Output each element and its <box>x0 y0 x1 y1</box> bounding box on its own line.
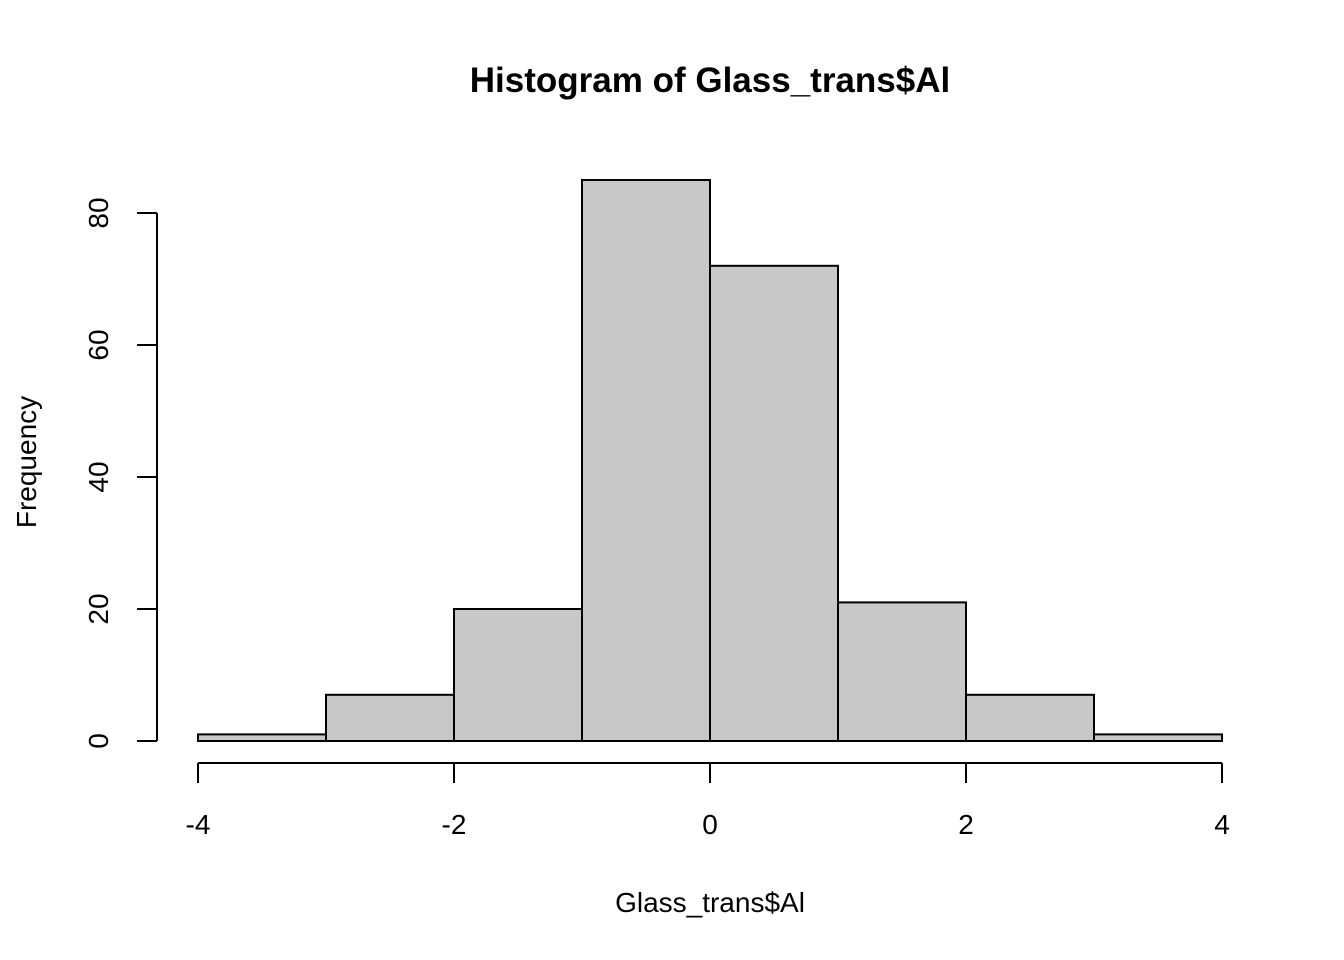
histogram-bar-0 <box>197 733 327 743</box>
y-tick-label-3: 60 <box>83 329 114 360</box>
x-tick-label-3: 2 <box>958 809 974 840</box>
x-tick-label-4: 4 <box>1214 809 1230 840</box>
histogram-bar-1 <box>325 693 455 742</box>
y-axis-label: Frequency <box>11 396 42 528</box>
x-axis-label: Glass_trans$Al <box>615 887 805 918</box>
histogram-bar-6 <box>965 693 1095 742</box>
y-tick-label-2: 40 <box>83 461 114 492</box>
chart-title: Histogram of Glass_trans$Al <box>470 61 950 100</box>
x-axis: -4 -2 0 2 4 <box>186 762 1230 840</box>
y-axis: 0 20 40 60 80 <box>83 197 158 749</box>
x-tick-label-1: -2 <box>442 809 467 840</box>
bars-group <box>197 179 1223 743</box>
x-tick-label-2: 0 <box>702 809 718 840</box>
histogram-bar-2 <box>453 608 583 742</box>
histogram-bar-7 <box>1093 733 1223 743</box>
y-tick-label-4: 80 <box>83 197 114 228</box>
histogram-bar-3 <box>581 179 711 742</box>
y-tick-label-0: 0 <box>83 733 114 749</box>
histogram-bar-5 <box>837 601 967 743</box>
x-tick-label-0: -4 <box>186 809 211 840</box>
histogram-bar-4 <box>709 264 839 742</box>
y-tick-label-1: 20 <box>83 593 114 624</box>
